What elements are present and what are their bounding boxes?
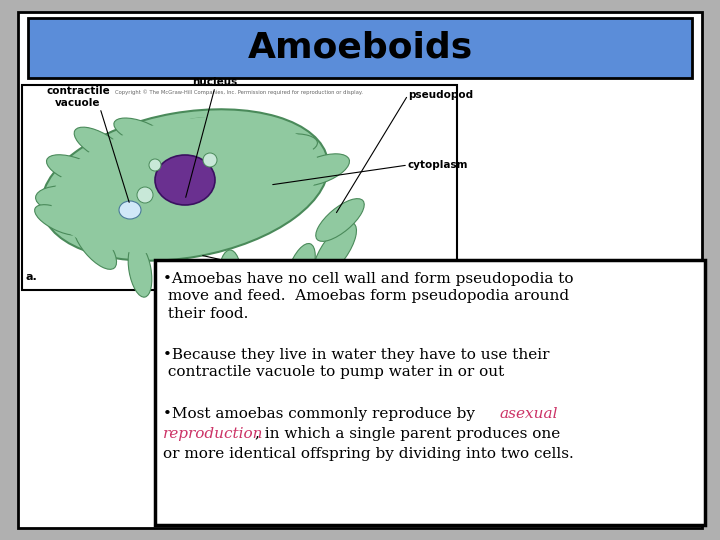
Text: or more identical offspring by dividing into two cells.: or more identical offspring by dividing …	[163, 447, 574, 461]
Text: •Because they live in water they have to use their
 contractile vacuole to pump : •Because they live in water they have to…	[163, 348, 549, 379]
Ellipse shape	[119, 201, 141, 219]
Text: nucleus: nucleus	[192, 77, 238, 87]
Ellipse shape	[316, 199, 364, 241]
FancyBboxPatch shape	[22, 85, 457, 290]
Ellipse shape	[149, 159, 161, 171]
Text: food vacuole: food vacuole	[207, 265, 283, 275]
FancyBboxPatch shape	[28, 18, 692, 78]
Text: pseudopod: pseudopod	[408, 90, 473, 100]
Ellipse shape	[203, 153, 217, 167]
Ellipse shape	[114, 118, 166, 146]
Text: cytoplasm: cytoplasm	[408, 160, 469, 170]
FancyBboxPatch shape	[155, 260, 705, 525]
Ellipse shape	[35, 205, 86, 235]
Ellipse shape	[74, 127, 126, 163]
Ellipse shape	[128, 243, 152, 297]
Ellipse shape	[42, 109, 328, 261]
Ellipse shape	[313, 222, 356, 278]
Text: a.: a.	[26, 272, 37, 282]
Ellipse shape	[35, 186, 100, 214]
Text: asexual: asexual	[499, 407, 557, 421]
Ellipse shape	[284, 244, 315, 300]
Ellipse shape	[52, 117, 318, 253]
Ellipse shape	[137, 187, 153, 203]
Text: Copyright © The McGraw-Hill Companies, Inc. Permission required for reproduction: Copyright © The McGraw-Hill Companies, I…	[115, 89, 363, 94]
Ellipse shape	[291, 154, 349, 186]
Ellipse shape	[47, 155, 104, 185]
Ellipse shape	[183, 118, 237, 142]
Text: •Amoebas have no cell wall and form pseudopodia to
 move and feed.  Amoebas form: •Amoebas have no cell wall and form pseu…	[163, 272, 574, 321]
Ellipse shape	[263, 134, 318, 156]
Ellipse shape	[155, 155, 215, 205]
Text: Amoeboids: Amoeboids	[248, 31, 472, 65]
Text: •Most amoebas commonly reproduce by: •Most amoebas commonly reproduce by	[163, 407, 480, 421]
Ellipse shape	[219, 250, 241, 300]
Text: reproduction: reproduction	[163, 427, 264, 441]
FancyBboxPatch shape	[18, 12, 702, 528]
Text: , in which a single parent produces one: , in which a single parent produces one	[255, 427, 560, 441]
Text: contractile
vacuole: contractile vacuole	[46, 86, 110, 108]
Ellipse shape	[73, 221, 117, 269]
